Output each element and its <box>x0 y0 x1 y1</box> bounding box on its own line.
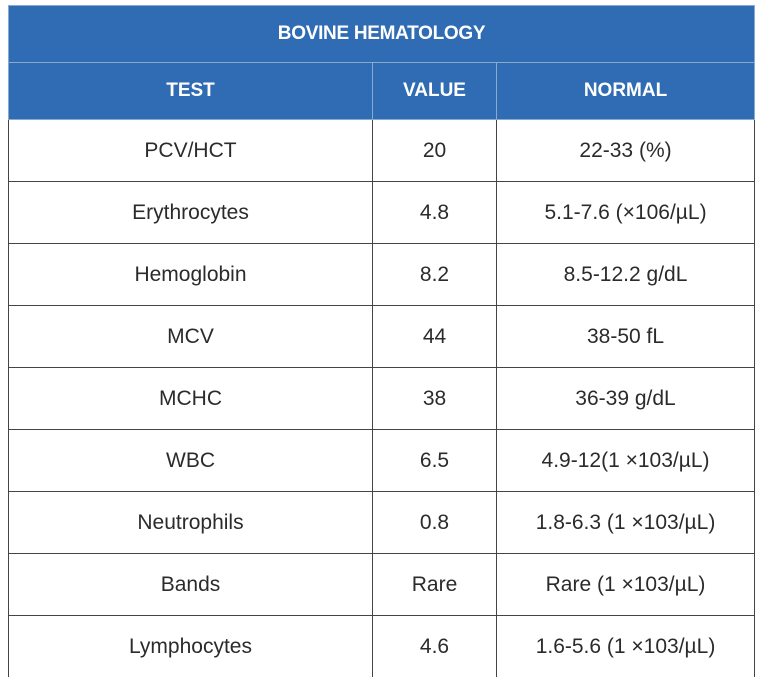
test-name-cell: Lymphocytes <box>9 616 373 677</box>
table-row: MCV 44 38-50 fL <box>9 306 755 368</box>
test-name-cell: WBC <box>9 430 373 492</box>
table-row: Bands Rare Rare (1 ×103/µL) <box>9 554 755 616</box>
value-cell: 8.2 <box>373 244 497 306</box>
value-cell: 38 <box>373 368 497 430</box>
test-name-cell: MCV <box>9 306 373 368</box>
normal-range-cell: 1.8-6.3 (1 ×103/µL) <box>497 492 755 554</box>
value-cell: 44 <box>373 306 497 368</box>
table-row: WBC 6.5 4.9-12(1 ×103/µL) <box>9 430 755 492</box>
table-header-row: TEST VALUE NORMAL <box>9 63 755 120</box>
table-row: Erythrocytes 4.8 5.1-7.6 (×106/µL) <box>9 182 755 244</box>
test-name-cell: Erythrocytes <box>9 182 373 244</box>
test-name-cell: MCHC <box>9 368 373 430</box>
normal-range-cell: 38-50 fL <box>497 306 755 368</box>
table-row: Lymphocytes 4.6 1.6-5.6 (1 ×103/µL) <box>9 616 755 677</box>
table-row: Hemoglobin 8.2 8.5-12.2 g/dL <box>9 244 755 306</box>
normal-range-cell: 4.9-12(1 ×103/µL) <box>497 430 755 492</box>
table-row: Neutrophils 0.8 1.8-6.3 (1 ×103/µL) <box>9 492 755 554</box>
test-name-cell: Bands <box>9 554 373 616</box>
normal-range-cell: 8.5-12.2 g/dL <box>497 244 755 306</box>
column-header-value: VALUE <box>373 63 497 120</box>
column-header-normal: NORMAL <box>497 63 755 120</box>
normal-range-cell: 5.1-7.6 (×106/µL) <box>497 182 755 244</box>
test-name-cell: Neutrophils <box>9 492 373 554</box>
normal-range-cell: Rare (1 ×103/µL) <box>497 554 755 616</box>
table-title-row: BOVINE HEMATOLOGY <box>9 6 755 63</box>
test-name-cell: Hemoglobin <box>9 244 373 306</box>
column-header-test: TEST <box>9 63 373 120</box>
value-cell: 6.5 <box>373 430 497 492</box>
hematology-table-container: BOVINE HEMATOLOGY TEST VALUE NORMAL PCV/… <box>8 5 754 677</box>
table-title: BOVINE HEMATOLOGY <box>9 6 755 63</box>
normal-range-cell: 22-33 (%) <box>497 120 755 182</box>
normal-range-cell: 1.6-5.6 (1 ×103/µL) <box>497 616 755 677</box>
value-cell: 20 <box>373 120 497 182</box>
normal-range-cell: 36-39 g/dL <box>497 368 755 430</box>
hematology-table: BOVINE HEMATOLOGY TEST VALUE NORMAL PCV/… <box>8 5 755 677</box>
value-cell: 0.8 <box>373 492 497 554</box>
test-name-cell: PCV/HCT <box>9 120 373 182</box>
value-cell: 4.6 <box>373 616 497 677</box>
table-row: PCV/HCT 20 22-33 (%) <box>9 120 755 182</box>
table-row: MCHC 38 36-39 g/dL <box>9 368 755 430</box>
value-cell: Rare <box>373 554 497 616</box>
value-cell: 4.8 <box>373 182 497 244</box>
